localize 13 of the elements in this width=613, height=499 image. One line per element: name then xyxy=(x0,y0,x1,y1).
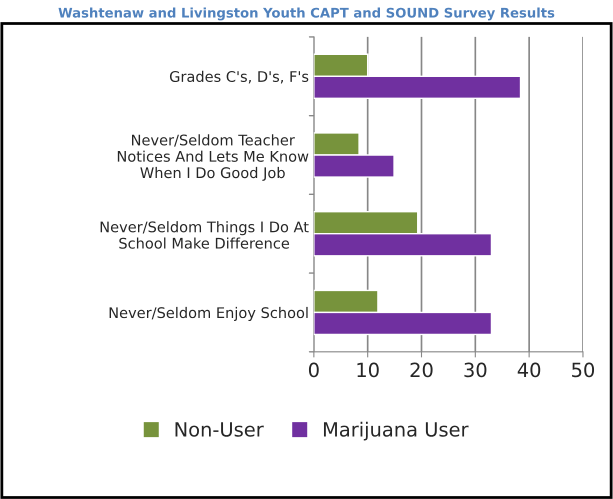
x-tick-label: 50 xyxy=(572,362,594,378)
x-tick-label: 10 xyxy=(357,362,379,378)
x-tick-label: 0 xyxy=(308,362,319,378)
legend-label: Non-User xyxy=(176,422,264,437)
y-tick-label: Never/Seldom Enjoy School xyxy=(110,306,308,322)
y-tick-label: Never/Seldom Teacher Notices And Lets Me Know When I Do Good Job xyxy=(118,134,308,181)
y-tick-label: Never/Seldom Things I Do At School Make Difference xyxy=(100,221,309,249)
x-tick-label: 20 xyxy=(410,362,433,378)
x-tick-label: 30 xyxy=(464,362,486,378)
chart-title: Washtenaw and Livingston Youth CAPT and SOUND Survey Results xyxy=(58,7,554,20)
y-tick-label: Grades C's, D's, F's xyxy=(170,70,308,84)
x-tick-label: 40 xyxy=(518,362,540,378)
legend-label: Marijuana User xyxy=(324,422,469,441)
